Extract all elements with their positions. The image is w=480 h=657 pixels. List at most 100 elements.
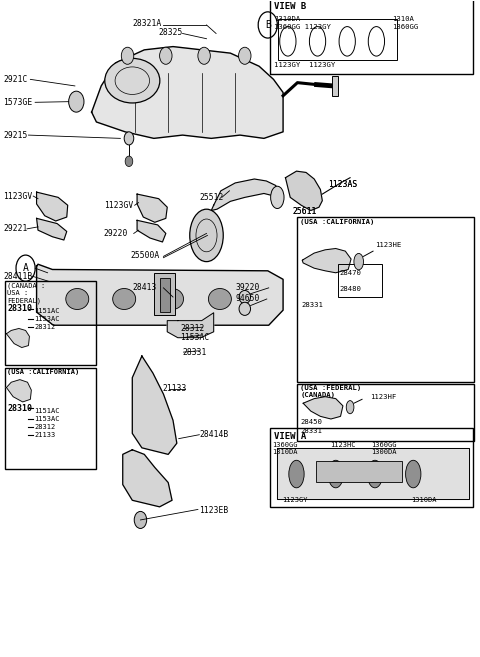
Text: 1123GY: 1123GY: [282, 497, 308, 503]
Text: (USA :CALIFORNIA): (USA :CALIFORNIA): [7, 369, 80, 375]
Text: VIEW A: VIEW A: [275, 432, 307, 441]
Text: A: A: [23, 263, 28, 273]
Text: 1153AC: 1153AC: [180, 333, 209, 342]
Polygon shape: [277, 448, 469, 499]
Ellipse shape: [113, 288, 136, 309]
Text: 1123GV: 1123GV: [104, 201, 133, 210]
Text: (CANADA :: (CANADA :: [7, 283, 46, 289]
Circle shape: [125, 156, 133, 167]
Text: 28312: 28312: [34, 424, 56, 430]
Polygon shape: [137, 194, 167, 222]
Text: 1310A: 1310A: [392, 16, 414, 22]
Text: 2921C: 2921C: [3, 75, 27, 84]
Text: 94650: 94650: [235, 294, 260, 303]
Text: 21133: 21133: [162, 384, 187, 394]
Text: 25500A: 25500A: [131, 250, 160, 260]
Text: VIEW B: VIEW B: [275, 2, 307, 11]
Text: 29221: 29221: [3, 224, 27, 233]
Text: 28331: 28331: [301, 302, 323, 308]
Circle shape: [124, 132, 134, 145]
Text: 1360GG 1123GY: 1360GG 1123GY: [275, 24, 331, 30]
Ellipse shape: [190, 209, 223, 261]
Text: 1153AC: 1153AC: [34, 316, 60, 323]
Polygon shape: [302, 248, 351, 273]
Polygon shape: [211, 179, 276, 210]
Polygon shape: [123, 450, 172, 507]
Text: 28413: 28413: [132, 283, 156, 292]
Circle shape: [134, 511, 147, 528]
Bar: [278, 19, 397, 60]
Ellipse shape: [367, 461, 383, 487]
Polygon shape: [137, 220, 166, 242]
Bar: [4, 368, 96, 470]
Text: 25611: 25611: [293, 208, 317, 216]
Text: 1360GG: 1360GG: [392, 24, 419, 30]
Bar: [332, 76, 338, 96]
Bar: [316, 461, 402, 482]
Text: 1310DA: 1310DA: [273, 449, 298, 455]
Ellipse shape: [289, 461, 304, 487]
Text: 1360GG: 1360GG: [273, 442, 298, 448]
Text: 28310: 28310: [7, 304, 32, 313]
Ellipse shape: [66, 288, 89, 309]
Text: 28321A: 28321A: [132, 19, 162, 28]
Polygon shape: [6, 328, 29, 348]
Ellipse shape: [406, 461, 421, 487]
Bar: [4, 281, 96, 365]
Ellipse shape: [328, 461, 343, 487]
Text: 1151AC: 1151AC: [34, 408, 60, 414]
Text: 25611: 25611: [293, 208, 317, 216]
Polygon shape: [286, 171, 323, 210]
Ellipse shape: [208, 288, 231, 309]
Polygon shape: [132, 356, 177, 455]
Text: 1310DA: 1310DA: [411, 497, 437, 503]
Ellipse shape: [271, 186, 284, 208]
Polygon shape: [303, 397, 343, 419]
Bar: [298, 384, 474, 442]
Polygon shape: [36, 192, 68, 221]
Text: 1151AC: 1151AC: [34, 308, 60, 315]
Text: (USA :FEDERAL): (USA :FEDERAL): [300, 384, 361, 390]
Text: 1123HF: 1123HF: [370, 394, 396, 399]
Text: 28480: 28480: [339, 286, 361, 292]
Polygon shape: [167, 313, 214, 338]
Bar: [270, 0, 473, 74]
Text: (USA :CALIFORNIA): (USA :CALIFORNIA): [300, 219, 375, 225]
Text: B: B: [265, 20, 271, 30]
Polygon shape: [36, 218, 67, 240]
Ellipse shape: [354, 254, 363, 270]
Text: 29220: 29220: [104, 229, 128, 238]
Text: 28414B: 28414B: [199, 430, 228, 440]
Text: 28331: 28331: [300, 428, 322, 434]
Text: 1310DA: 1310DA: [275, 16, 300, 22]
Text: 39220: 39220: [235, 283, 260, 292]
Text: 1573GE: 1573GE: [3, 98, 32, 107]
Circle shape: [239, 47, 251, 64]
Text: 28312: 28312: [34, 324, 56, 330]
Circle shape: [121, 47, 134, 64]
Text: 28331: 28331: [182, 348, 207, 357]
Text: 29215: 29215: [3, 131, 27, 139]
Text: 1360GG: 1360GG: [372, 442, 397, 448]
Ellipse shape: [346, 401, 354, 414]
Bar: [298, 217, 474, 382]
Text: 28312: 28312: [180, 324, 204, 333]
Text: 1123AS: 1123AS: [328, 180, 358, 189]
Ellipse shape: [239, 290, 251, 304]
Text: 1123EB: 1123EB: [199, 507, 228, 515]
Circle shape: [69, 91, 84, 112]
Polygon shape: [36, 264, 283, 325]
Bar: [270, 428, 473, 507]
Text: USA :: USA :: [7, 290, 29, 296]
Text: 1123HC: 1123HC: [330, 442, 356, 448]
Ellipse shape: [105, 58, 160, 103]
Text: 1123GY  1123GY: 1123GY 1123GY: [275, 62, 336, 68]
Circle shape: [159, 47, 172, 64]
Text: 28310: 28310: [7, 404, 32, 413]
Text: 28325: 28325: [158, 28, 183, 37]
Text: 1123AS: 1123AS: [328, 180, 358, 189]
Circle shape: [198, 47, 210, 64]
Text: 1123GV: 1123GV: [3, 192, 32, 200]
Text: 28470: 28470: [339, 271, 361, 277]
Text: 1123HE: 1123HE: [375, 242, 401, 248]
